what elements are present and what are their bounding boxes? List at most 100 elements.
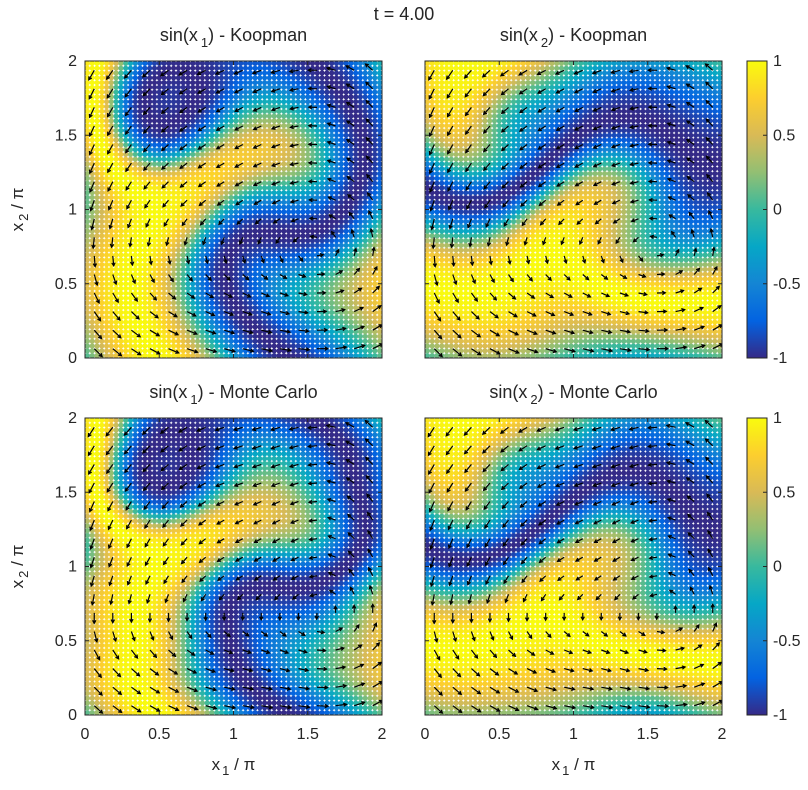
- scatter-point: [218, 204, 225, 210]
- scatter-point: [242, 300, 249, 306]
- scatter-point: [353, 113, 359, 119]
- quiver-arrow: [307, 160, 318, 166]
- scatter-point: [214, 319, 220, 325]
- scatter-point: [147, 285, 153, 292]
- scatter-point: [367, 238, 373, 244]
- scatter-point: [99, 309, 105, 316]
- scatter-point: [319, 247, 325, 253]
- scatter-point: [171, 89, 177, 95]
- scatter-point: [425, 218, 430, 225]
- scatter-point: [290, 343, 296, 349]
- scatter-point: [137, 247, 143, 253]
- scatter-point: [242, 281, 249, 287]
- scatter-point: [171, 190, 177, 196]
- scatter-point: [132, 137, 138, 143]
- scatter-point: [372, 180, 378, 186]
- scatter-point: [209, 204, 215, 210]
- quiver-arrow: [252, 181, 262, 187]
- scatter-point: [338, 199, 344, 205]
- scatter-point: [209, 61, 215, 66]
- scatter-point: [343, 353, 349, 358]
- scatter-point: [190, 338, 196, 344]
- scatter-point: [209, 103, 215, 110]
- scatter-point: [161, 257, 167, 263]
- scatter-point: [151, 233, 158, 239]
- scatter-point: [324, 281, 330, 287]
- scatter-point: [151, 300, 158, 306]
- scatter-point: [314, 276, 320, 282]
- scatter-point: [338, 233, 344, 239]
- scatter-point: [281, 238, 287, 244]
- scatter-point: [377, 295, 382, 301]
- scatter-point: [477, 300, 483, 306]
- scatter-point: [137, 190, 143, 196]
- scatter-point: [458, 151, 464, 157]
- scatter-point: [233, 214, 239, 220]
- scatter-point: [262, 233, 268, 239]
- scatter-point: [123, 103, 129, 110]
- scatter-point: [104, 281, 110, 287]
- quiver-arrow: [236, 218, 244, 225]
- scatter-point: [118, 65, 124, 71]
- scatter-point: [448, 228, 454, 234]
- scatter-point: [147, 175, 153, 181]
- scatter-point: [463, 180, 469, 186]
- scatter-point: [166, 300, 172, 306]
- scatter-point: [238, 127, 244, 134]
- scatter-point: [434, 70, 440, 76]
- scatter-point: [434, 266, 440, 272]
- quiver-arrow: [261, 311, 272, 316]
- scatter-point: [252, 271, 258, 277]
- scatter-point: [108, 190, 114, 196]
- scatter-point: [94, 175, 100, 181]
- scatter-point: [104, 353, 110, 358]
- scatter-point: [487, 276, 493, 282]
- scatter-point: [281, 180, 287, 186]
- scatter-point: [161, 156, 167, 162]
- scatter-point: [156, 324, 162, 330]
- scatter-point: [209, 300, 215, 306]
- scatter-point: [156, 343, 162, 349]
- scatter-point: [343, 300, 349, 306]
- scatter-point: [238, 266, 244, 272]
- scatter-point: [353, 281, 359, 287]
- scatter-point: [309, 281, 316, 287]
- quiver-arrow: [125, 162, 132, 173]
- scatter-point: [175, 214, 181, 220]
- scatter-point: [295, 214, 301, 220]
- scatter-point: [377, 99, 382, 105]
- scatter-point: [108, 209, 114, 215]
- scatter-point: [228, 171, 234, 177]
- quiver-arrow: [128, 237, 133, 248]
- scatter-point: [127, 281, 134, 287]
- scatter-point: [233, 209, 239, 215]
- scatter-point: [439, 80, 445, 86]
- scatter-point: [257, 127, 263, 134]
- scatter-point: [286, 353, 292, 358]
- scatter-point: [238, 80, 244, 86]
- scatter-point: [151, 175, 158, 181]
- scatter-point: [281, 204, 287, 210]
- scatter-point: [353, 218, 359, 225]
- scatter-point: [223, 262, 229, 268]
- scatter-point: [300, 75, 306, 81]
- scatter-point: [113, 123, 119, 129]
- scatter-point: [295, 75, 301, 81]
- scatter-point: [295, 262, 301, 268]
- scatter-point: [262, 209, 268, 215]
- scatter-point: [190, 257, 196, 263]
- scatter-point: [247, 252, 253, 258]
- scatter-point: [314, 151, 320, 157]
- scatter-point: [286, 223, 292, 229]
- scatter-point: [271, 61, 277, 66]
- scatter-point: [271, 324, 277, 330]
- scatter-point: [242, 285, 249, 292]
- scatter-point: [286, 218, 292, 225]
- scatter-point: [104, 127, 110, 134]
- scatter-point: [472, 108, 478, 114]
- scatter-point: [266, 257, 272, 263]
- scatter-point: [434, 338, 440, 344]
- scatter-point: [319, 300, 325, 306]
- scatter-point: [487, 252, 493, 258]
- scatter-point: [357, 204, 363, 210]
